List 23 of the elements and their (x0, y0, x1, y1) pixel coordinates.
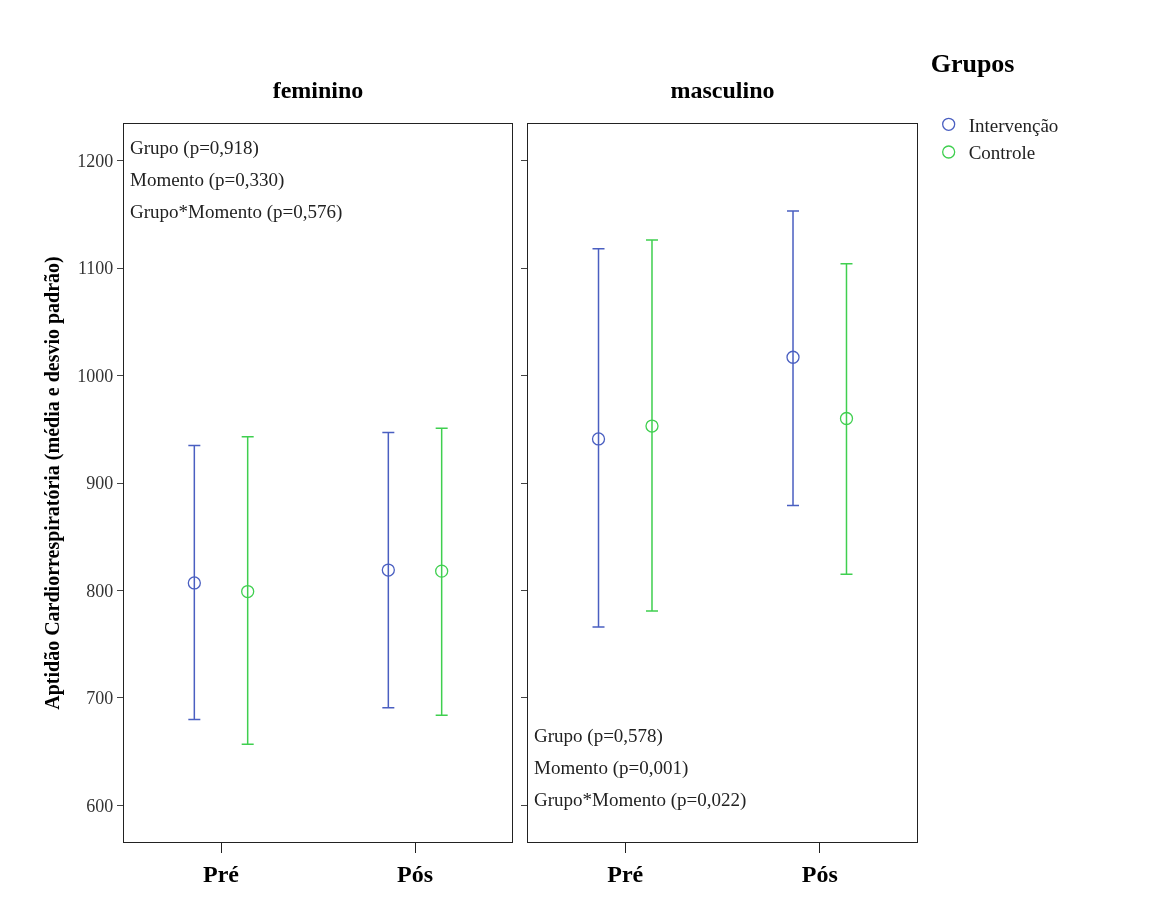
y-axis-title: Aptidão Cardiorrespiratória (média e desvio padrão) (40, 256, 64, 710)
annotation: Grupo (p=0,578) (534, 725, 663, 747)
x-tick-label: Pré (203, 860, 240, 887)
chart-title: masculino (670, 77, 775, 104)
y-tick-label: 900 (86, 473, 114, 494)
legend-label: Intervenção (968, 114, 1059, 136)
annotation: Grupo (p=0,918) (130, 137, 259, 159)
legend-label: Controle (968, 142, 1036, 164)
y-tick-label: 800 (86, 580, 114, 601)
chart-title: feminino (272, 77, 364, 104)
x-tick-label: Pós (801, 860, 838, 887)
legend-title: Grupos (930, 48, 1015, 78)
annotation: Momento (p=0,001) (534, 757, 689, 779)
y-tick-label: 600 (86, 795, 114, 816)
x-tick-label: Pós (397, 860, 433, 887)
x-tick-label: Pré (607, 860, 644, 887)
y-tick-label: 700 (86, 688, 114, 709)
annotation: Momento (p=0,330) (130, 169, 285, 191)
y-tick-label: 1000 (77, 365, 114, 386)
annotation: Grupo*Momento (p=0,022) (534, 789, 747, 811)
annotation: Grupo*Momento (p=0,576) (130, 201, 343, 223)
y-tick-label: 1100 (77, 258, 114, 279)
y-tick-label: 1200 (77, 150, 114, 171)
